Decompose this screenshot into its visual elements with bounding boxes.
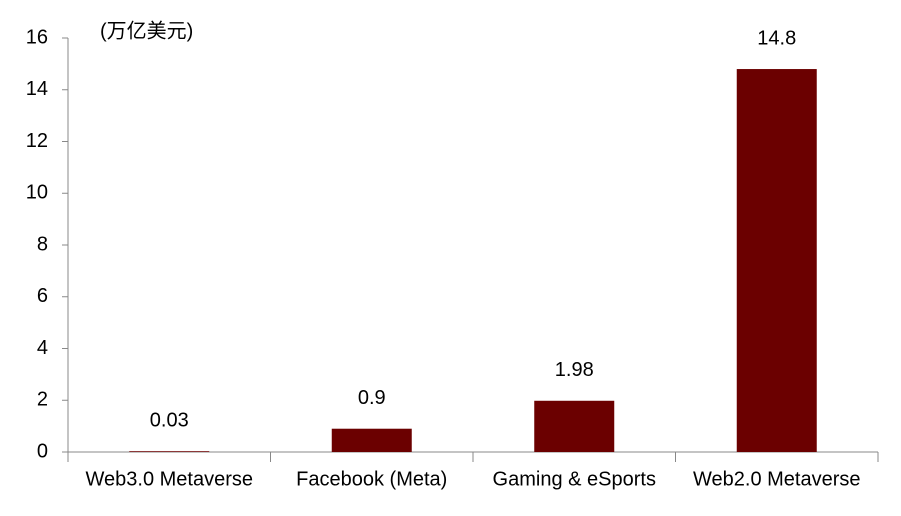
- data-label: 1.98: [555, 359, 594, 381]
- y-tick-label: 4: [37, 337, 48, 359]
- bar: [129, 451, 210, 452]
- x-tick-label: Gaming & eSports: [493, 468, 656, 490]
- bar: [331, 428, 412, 452]
- bar: [736, 69, 817, 453]
- y-tick-label: 12: [26, 130, 48, 152]
- data-label: 0.9: [358, 387, 386, 409]
- y-tick-label: 14: [26, 78, 48, 100]
- x-tick-label: Web3.0 Metaverse: [86, 468, 254, 490]
- unit-label: (万亿美元): [100, 19, 193, 42]
- y-tick-label: 6: [37, 285, 48, 307]
- data-label: 0.03: [150, 410, 189, 432]
- y-tick-label: 8: [37, 233, 48, 255]
- x-tick-label: Facebook (Meta): [296, 468, 447, 490]
- y-tick-label: 16: [26, 26, 48, 48]
- y-tick-label: 10: [26, 182, 48, 204]
- x-tick-label: Web2.0 Metaverse: [693, 468, 861, 490]
- data-label: 14.8: [757, 27, 796, 49]
- bar: [534, 400, 615, 452]
- y-tick-label: 2: [37, 389, 48, 411]
- y-tick-label: 0: [37, 440, 48, 462]
